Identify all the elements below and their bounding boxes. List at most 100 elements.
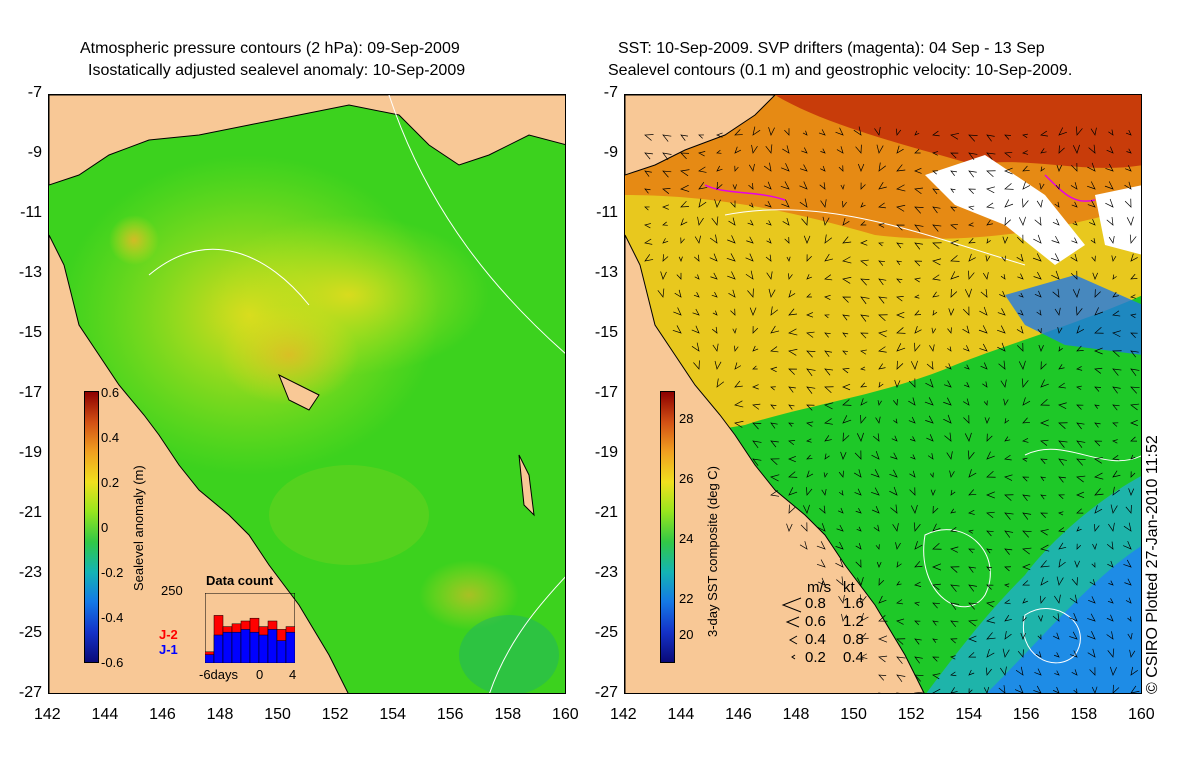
velocity-arrow	[914, 130, 920, 136]
velocity-arrow	[1089, 579, 1096, 586]
lat-tick-label: -7	[27, 84, 42, 101]
velocity-arrow	[806, 454, 813, 460]
velocity-arrow	[806, 368, 816, 377]
velocity-arrow	[1058, 402, 1067, 409]
velocity-arrow	[1002, 236, 1009, 244]
velocity-arrow	[914, 277, 921, 283]
lat-tick-label: -27	[18, 684, 42, 701]
velocity-arrow	[968, 652, 976, 658]
velocity-arrow	[716, 165, 723, 172]
velocity-arrow	[678, 256, 683, 262]
velocity-arrow	[1052, 632, 1060, 640]
velocity-arrow	[788, 386, 796, 393]
velocity-arrow	[1094, 386, 1102, 392]
velocity-arrow	[967, 450, 975, 460]
velocity-arrow	[1073, 688, 1078, 693]
velocity-arrow	[728, 217, 736, 226]
velocity-arrow	[836, 524, 844, 532]
velocity-arrow	[1004, 436, 1011, 442]
velocity-arrow	[788, 290, 796, 298]
velocity-arrow	[752, 458, 762, 466]
velocity-arrow	[950, 655, 956, 660]
velocity-arrow	[1076, 366, 1083, 371]
velocity-arrow	[878, 346, 887, 353]
velocity-arrow	[698, 151, 706, 157]
velocity-arrow	[1129, 234, 1137, 244]
velocity-arrow	[806, 438, 812, 443]
velocity-arrow	[950, 239, 959, 247]
velocity-arrow	[926, 361, 934, 370]
velocity-arrow	[983, 400, 988, 406]
velocity-arrow	[1050, 253, 1060, 262]
velocity-arrow	[914, 638, 922, 645]
velocity-arrow	[1022, 494, 1031, 502]
velocity-arrow	[770, 404, 777, 410]
velocity-arrow	[964, 288, 972, 298]
velocity-arrow	[983, 686, 990, 693]
velocity-arrow	[1022, 512, 1032, 520]
velocity-arrow	[1022, 547, 1032, 555]
sst-tick-4: 20	[679, 627, 694, 642]
velocity-arrow	[986, 152, 996, 160]
velocity-arrow	[1017, 342, 1024, 352]
velocity-arrow	[932, 151, 939, 156]
lon-tick-label: 158	[1070, 706, 1098, 723]
velocity-arrow	[752, 422, 762, 430]
velocity-arrow	[950, 489, 956, 496]
velocity-arrow	[1094, 367, 1103, 374]
velocity-arrow	[860, 612, 869, 622]
velocity-arrow	[1058, 422, 1068, 429]
sla-tick-5: -0.4	[101, 610, 124, 625]
velocity-arrow	[1018, 292, 1024, 298]
velocity-arrow	[770, 422, 778, 429]
velocity-arrow	[806, 487, 813, 496]
velocity-arrow	[840, 184, 845, 190]
velocity-arrow	[1087, 200, 1096, 208]
velocity-arrow	[932, 505, 939, 514]
velocity-arrow	[1112, 330, 1121, 338]
velocity-arrow	[950, 527, 958, 533]
velocity-arrow	[766, 238, 772, 244]
velocity-arrow	[712, 310, 718, 316]
velocity-arrow	[711, 291, 718, 298]
velocity-arrow	[950, 508, 956, 514]
velocity-arrow	[943, 397, 952, 406]
velocity-arrow	[1093, 524, 1100, 532]
velocity-arrow	[824, 402, 834, 410]
lon-tick-label: 150	[264, 706, 291, 723]
velocity-arrow	[1087, 648, 1096, 658]
velocity-arrow	[878, 330, 888, 338]
velocity-arrow	[697, 216, 704, 226]
velocity-arrow	[1092, 272, 1099, 280]
velocity-arrow	[1076, 404, 1084, 410]
velocity-arrow	[1112, 684, 1120, 693]
velocity-arrow	[1053, 652, 1060, 658]
velocity-arrow	[716, 378, 725, 388]
velocity-arrow	[1107, 560, 1114, 568]
velocity-arrow	[1123, 522, 1132, 532]
velocity-arrow	[1108, 129, 1114, 136]
velocity-arrow	[842, 432, 850, 442]
lon-tick-label: 160	[1128, 706, 1155, 723]
velocity-arrow	[1058, 527, 1066, 533]
velocity-arrow	[1004, 167, 1013, 175]
velocity-arrow	[1004, 494, 1014, 501]
velocity-arrow	[968, 619, 978, 627]
velocity-arrow	[1016, 234, 1024, 244]
velocity-arrow	[1072, 144, 1080, 154]
velocity-arrow	[824, 386, 834, 394]
velocity-arrow	[1076, 543, 1082, 550]
velocity-arrow	[950, 132, 960, 140]
velocity-arrow	[1058, 476, 1066, 483]
velocity-arrow	[1070, 253, 1078, 262]
velocity-arrow	[962, 325, 970, 334]
inset-bar-J-1	[240, 629, 251, 663]
velocity-arrow	[986, 470, 996, 478]
velocity-arrow	[1124, 578, 1132, 586]
velocity-arrow	[855, 559, 862, 568]
velocity-arrow	[1004, 530, 1014, 538]
velocity-arrow	[673, 307, 682, 316]
velocity-arrow	[752, 345, 759, 352]
vel-legend-kt-0: 1.6	[843, 595, 864, 612]
velocity-arrow	[853, 126, 862, 136]
